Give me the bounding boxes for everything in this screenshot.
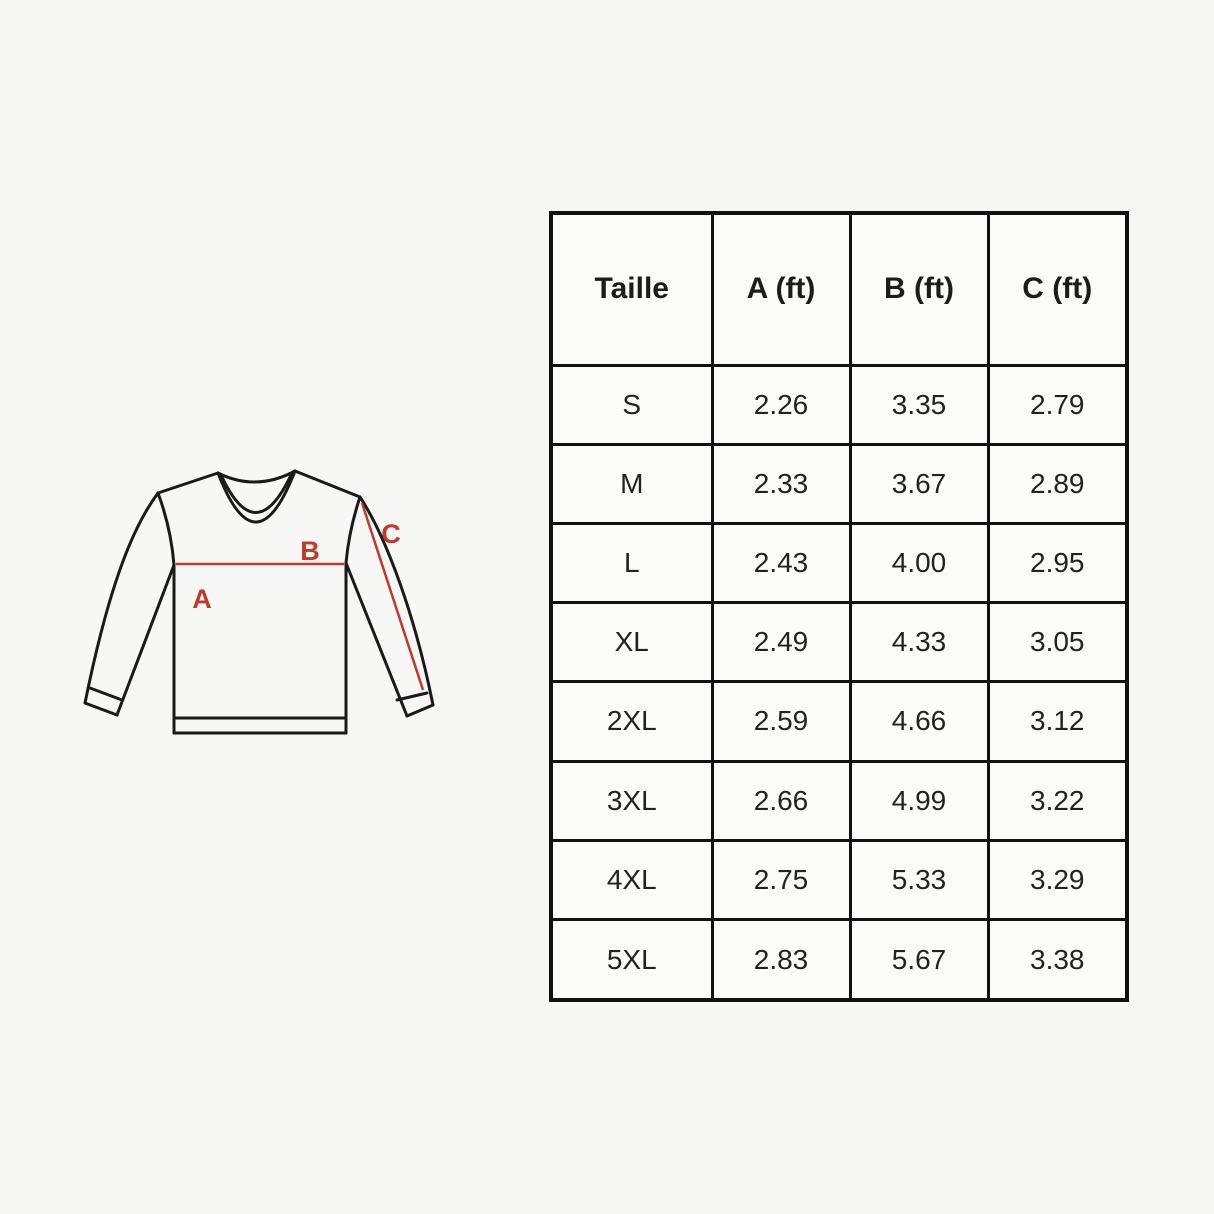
cell-size: 4XL [549,838,714,922]
table-row: 5XL 2.83 5.67 3.38 [549,918,1129,1002]
cell-a: 2.66 [710,759,852,842]
cell-b: 3.35 [848,363,990,446]
table-row: L 2.43 4.00 2.95 [549,521,1129,605]
cell-c: 2.95 [986,521,1129,605]
cell-size: 5XL [549,918,714,1002]
measure-label-c: C [381,519,401,549]
header-a: A (ft) [710,211,852,367]
cell-a: 2.33 [710,442,852,525]
cell-size: XL [549,601,714,684]
cell-b: 5.33 [848,838,990,922]
table-row: M 2.33 3.67 2.89 [549,442,1129,525]
table-row: S 2.26 3.35 2.79 [549,363,1129,446]
cell-c: 3.38 [986,918,1129,1002]
cell-c: 2.89 [986,442,1129,525]
cell-size: 2XL [549,680,714,763]
cell-a: 2.83 [710,918,852,1002]
cell-c: 3.05 [986,601,1129,684]
cell-size: 3XL [549,759,714,842]
long-sleeve-shirt-diagram: A B C [83,469,435,735]
cell-size: S [549,363,714,446]
cell-a: 2.59 [710,680,852,763]
measure-label-b: B [300,536,320,566]
cell-b: 3.67 [848,442,990,525]
cell-size: L [549,521,714,605]
shirt-outline [83,469,435,735]
cell-c: 3.12 [986,680,1129,763]
cell-b: 4.33 [848,601,990,684]
cell-b: 4.66 [848,680,990,763]
header-b: B (ft) [848,211,990,367]
table-row: 2XL 2.59 4.66 3.12 [549,680,1129,763]
table-row: XL 2.49 4.33 3.05 [549,601,1129,684]
measure-label-a: A [192,584,212,614]
size-chart-table: Taille A (ft) B (ft) C (ft) S 2.26 3.35 … [549,211,1129,1002]
cell-b: 4.00 [848,521,990,605]
cell-a: 2.26 [710,363,852,446]
table-header-row: Taille A (ft) B (ft) C (ft) [549,211,1129,367]
cell-c: 2.79 [986,363,1129,446]
header-size: Taille [549,211,714,367]
cell-a: 2.75 [710,838,852,922]
cell-c: 3.29 [986,838,1129,922]
cell-a: 2.43 [710,521,852,605]
cell-c: 3.22 [986,759,1129,842]
table-row: 3XL 2.66 4.99 3.22 [549,759,1129,842]
header-c: C (ft) [986,211,1129,367]
table-row: 4XL 2.75 5.33 3.29 [549,838,1129,922]
measure-line-c [360,502,425,691]
cell-a: 2.49 [710,601,852,684]
cell-size: M [549,442,714,525]
cell-b: 5.67 [848,918,990,1002]
cell-b: 4.99 [848,759,990,842]
